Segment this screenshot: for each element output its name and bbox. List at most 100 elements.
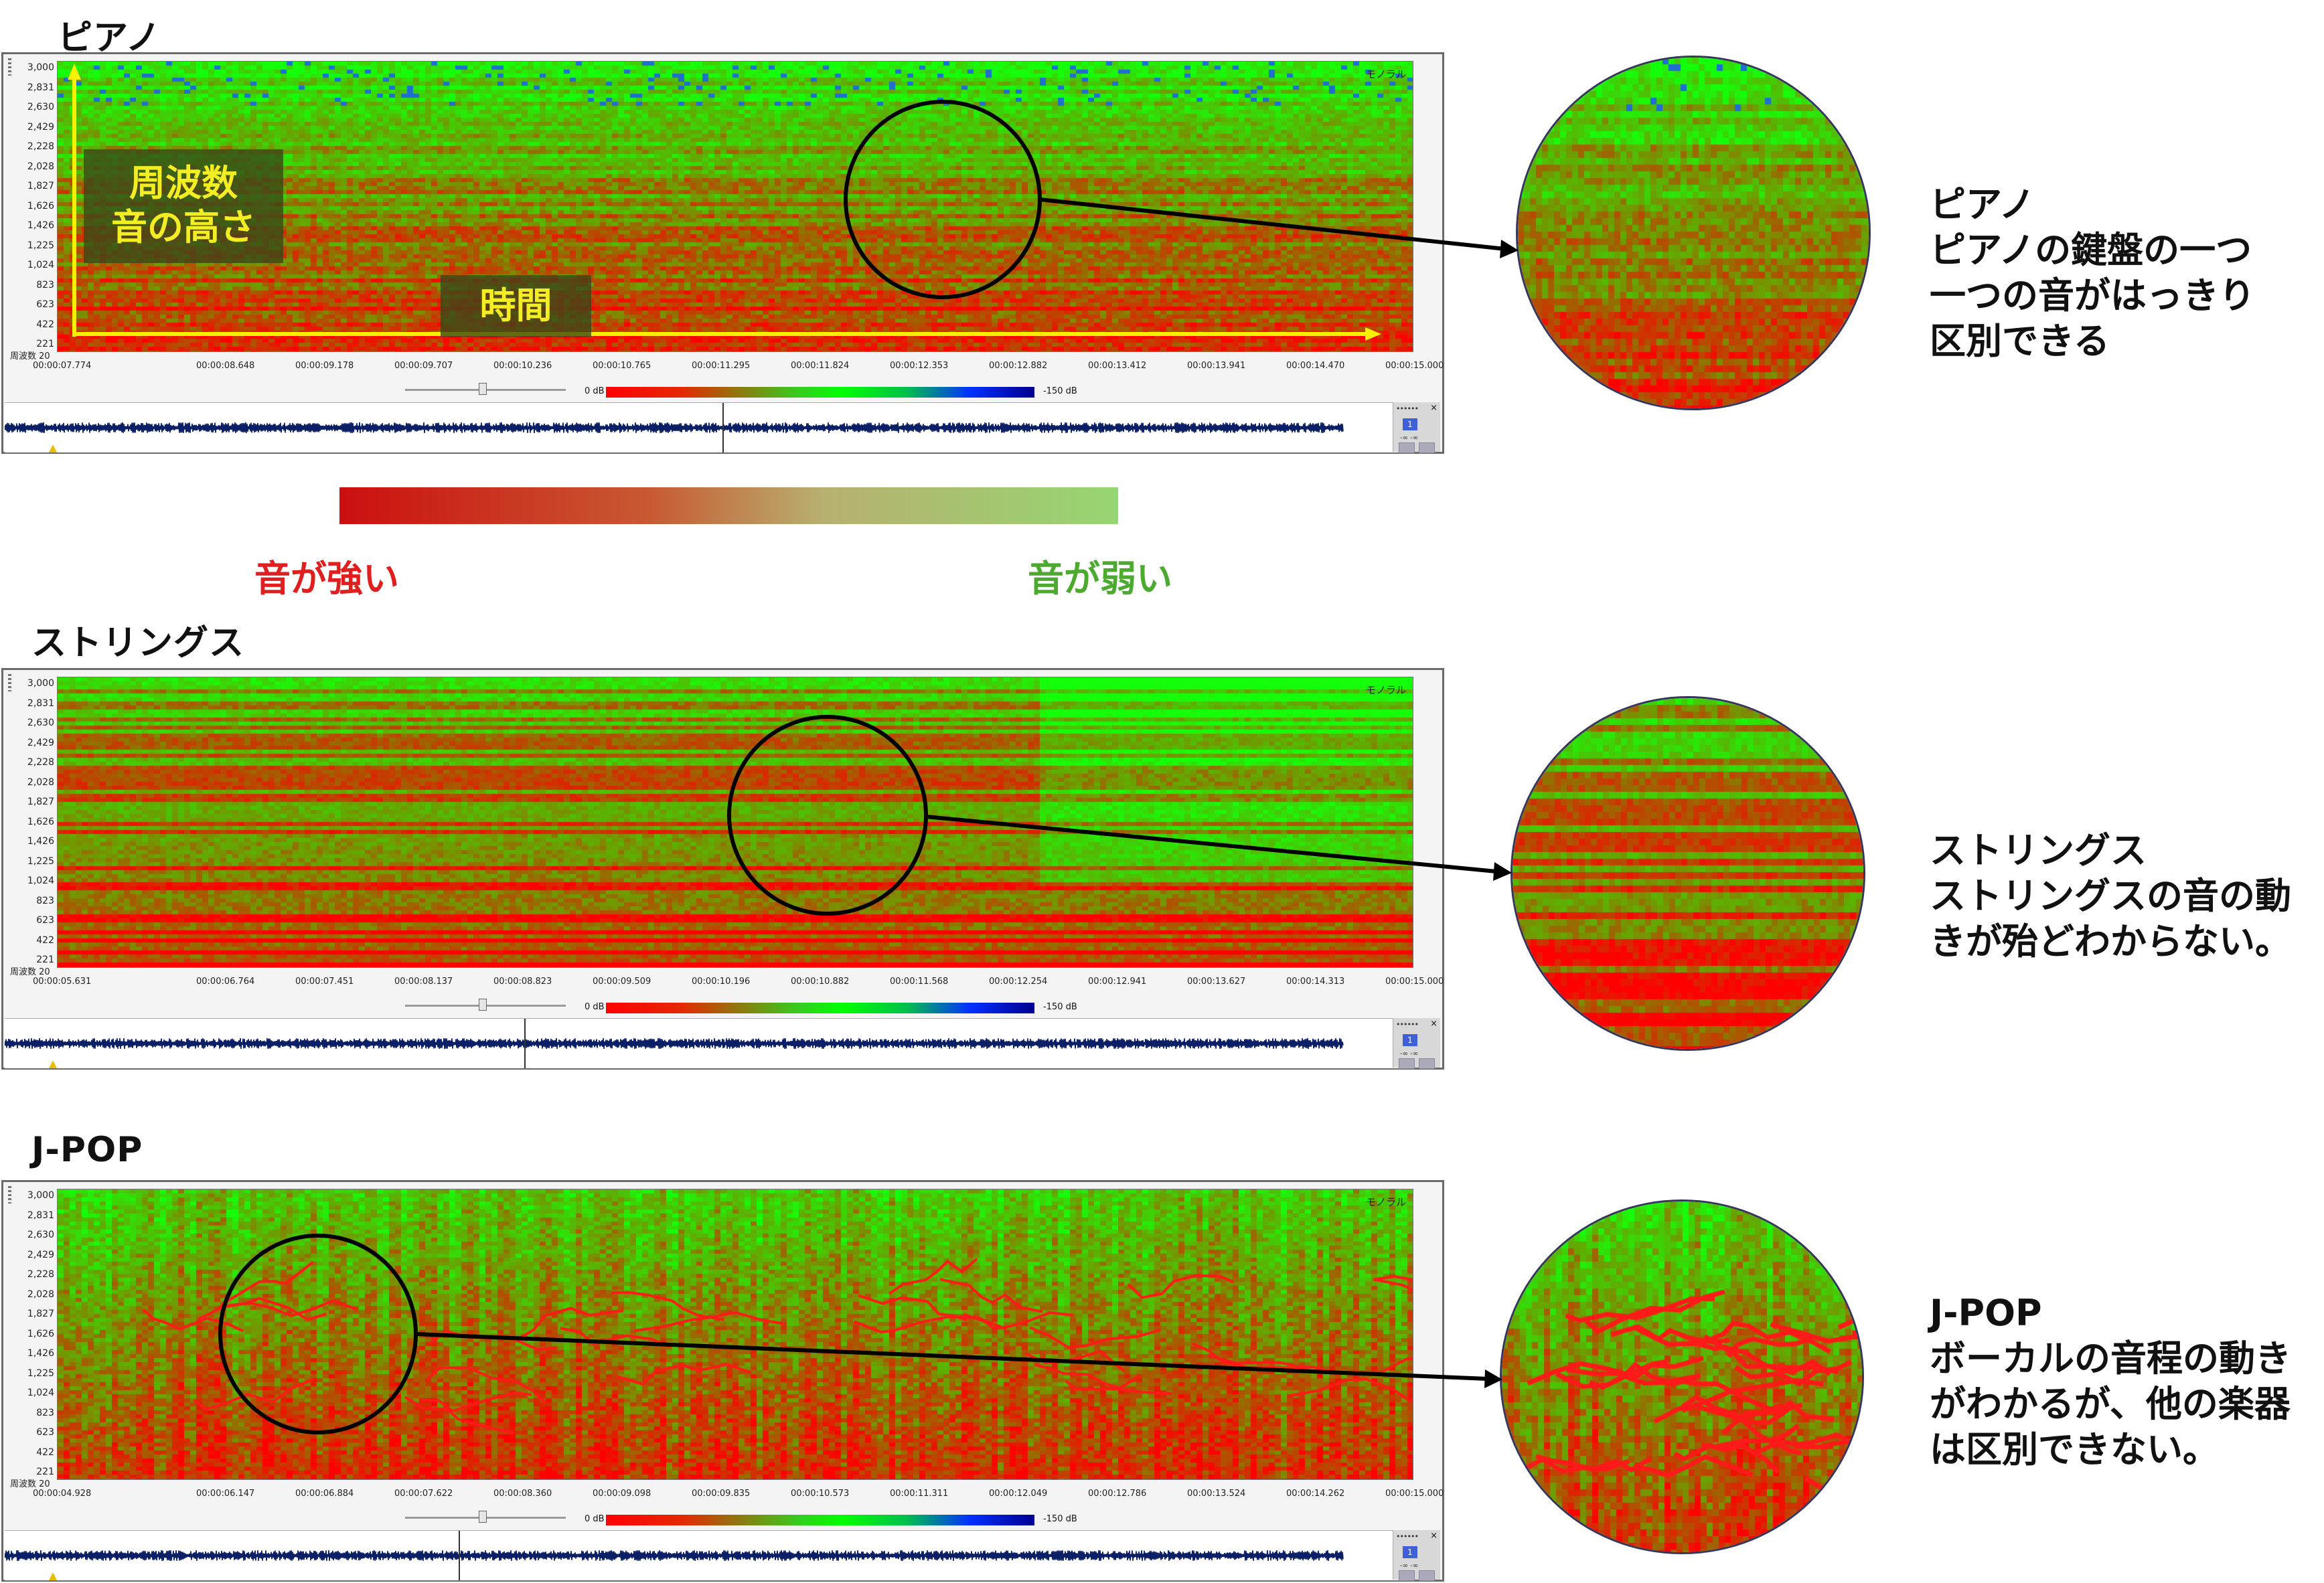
time-tick-label: 00:00:15.000: [1385, 1489, 1444, 1499]
waveform-overview[interactable]: [5, 402, 1401, 452]
level-meter-panel: •••••• × 1 -∞ -∞: [1393, 402, 1440, 453]
channel-button[interactable]: 1: [1403, 418, 1417, 430]
time-tick-label: 00:00:08.360: [493, 1489, 552, 1499]
time-overlay-label: 時間: [441, 275, 591, 337]
y-tick-label: 2,228: [27, 141, 54, 152]
waveform-overview[interactable]: [5, 1530, 1401, 1580]
time-tick-label: 00:00:12.941: [1088, 977, 1147, 987]
section-title-jpop: J-POP: [31, 1130, 143, 1170]
y-tick-label: 623: [36, 915, 54, 926]
spectrogram-canvas[interactable]: [58, 677, 1413, 967]
section-title-piano: ピアノ: [58, 18, 161, 58]
time-tick-label: 00:00:06.764: [196, 977, 255, 987]
meter-right-icon: [1419, 1058, 1435, 1069]
meter-left-icon: [1399, 442, 1415, 453]
y-tick-label: 1,827: [27, 797, 54, 807]
spectral-view-panel-strings: 周波数 20 3,000 2,831 2,630 2,429 2,228 2,028 1,8…: [1, 668, 1444, 1070]
channel-button[interactable]: 1: [1403, 1034, 1417, 1046]
panel-grip-handle[interactable]: [8, 58, 11, 76]
panel-grip-dots[interactable]: ••••••: [1396, 1020, 1419, 1029]
time-tick-label: 00:00:10.196: [692, 977, 751, 987]
y-tick-label: 2,831: [27, 1210, 54, 1221]
zoom-slider-handle[interactable]: [479, 1511, 487, 1523]
mono-channel-label: モノラル: [1365, 68, 1406, 80]
time-tick-label: 00:00:11.568: [890, 977, 949, 987]
time-tick-label: 00:00:07.622: [394, 1489, 453, 1499]
time-tick-label: 00:00:14.262: [1286, 1489, 1345, 1499]
play-start-marker[interactable]: [49, 444, 57, 452]
y-tick-label: 2,028: [27, 776, 54, 788]
panel-grip-dots[interactable]: ••••••: [1396, 404, 1419, 413]
spectrogram[interactable]: モノラル: [57, 1189, 1413, 1480]
description-strings: ストリングス ストリングスの音の動 きが殆どわからない。: [1930, 828, 2291, 965]
playhead-cursor[interactable]: [459, 1531, 460, 1580]
time-tick-label: 00:00:06.147: [196, 1489, 255, 1499]
y-tick-label: 422: [36, 934, 54, 946]
y-tick-label: 2,630: [27, 1230, 54, 1240]
y-tick-label: 1,225: [27, 855, 54, 867]
waveform-path: [5, 1037, 1344, 1050]
db-high-label: 0 dB: [585, 386, 605, 396]
channel-button[interactable]: 1: [1403, 1546, 1417, 1558]
y-tick-label: 623: [36, 1427, 54, 1438]
close-icon[interactable]: ×: [1430, 403, 1438, 413]
db-low-label: -150 dB: [1043, 1514, 1077, 1524]
playhead-cursor[interactable]: [524, 1019, 526, 1068]
zoom-slider-handle[interactable]: [479, 383, 487, 395]
close-icon[interactable]: ×: [1430, 1019, 1438, 1029]
playhead-cursor[interactable]: [722, 403, 724, 452]
play-start-marker[interactable]: [49, 1060, 57, 1068]
meter-left-icon: [1399, 1570, 1415, 1581]
y-tick-label: 221: [36, 339, 54, 349]
waveform-svg: [5, 1037, 1344, 1050]
time-tick-label: 00:00:08.137: [394, 977, 453, 987]
y-tick-label: 1,426: [27, 836, 54, 847]
time-tick-label: 00:00:06.884: [295, 1489, 354, 1499]
time-tick-label: 00:00:12.882: [989, 361, 1048, 371]
y-tick-label: 823: [36, 279, 54, 290]
spectral-view-panel-piano: 周波数 20 3,000 2,831 2,630 2,429 2,228 2,028 1,8…: [1, 52, 1444, 454]
db-color-scale: [606, 387, 1034, 398]
y-tick-label: 1,426: [27, 220, 54, 231]
time-tick-label: 00:00:13.627: [1187, 977, 1246, 987]
time-tick-label: 00:00:07.451: [295, 977, 354, 987]
level-meter-panel: •••••• × 1 -∞ -∞: [1393, 1530, 1440, 1581]
callout-arrowhead-strings: [1493, 862, 1512, 881]
spectrogram-canvas[interactable]: [58, 1189, 1413, 1479]
play-start-marker[interactable]: [49, 1572, 57, 1580]
y-tick-label: 1,827: [27, 1309, 54, 1319]
db-low-label: -150 dB: [1043, 1002, 1077, 1012]
y-tick-label: 1,225: [27, 240, 54, 251]
time-tick-label: 00:00:08.823: [493, 977, 552, 987]
y-tick-label: 3,000: [27, 62, 54, 73]
description-jpop: J-POP ボーカルの音程の動き がわかるが、他の楽器 は区別できない。: [1930, 1290, 2291, 1473]
y-tick-label: 823: [36, 1407, 54, 1418]
time-tick-label: 00:00:09.707: [394, 361, 453, 371]
panel-grip-handle[interactable]: [8, 1186, 11, 1203]
time-arrow-head: [1365, 327, 1381, 341]
panel-grip-dots[interactable]: ••••••: [1396, 1532, 1419, 1541]
spectrogram[interactable]: モノラル: [57, 677, 1413, 968]
panel-grip-handle[interactable]: [8, 674, 11, 691]
y-tick-label: 1,426: [27, 1348, 54, 1359]
spectral-view-panel-jpop: 周波数 20 3,000 2,831 2,630 2,429 2,228 2,028 1,8…: [1, 1180, 1444, 1582]
waveform-svg: [5, 422, 1344, 434]
db-color-scale: [606, 1515, 1034, 1525]
close-icon[interactable]: ×: [1430, 1531, 1438, 1541]
time-start-label: 00:00:04.928: [33, 1489, 92, 1499]
zoom-slider-handle[interactable]: [479, 999, 487, 1011]
y-tick-label: 2,228: [27, 757, 54, 768]
time-tick-label: 00:00:08.648: [196, 361, 255, 371]
waveform-overview[interactable]: [5, 1018, 1401, 1068]
y-tick-label: 3,000: [27, 678, 54, 689]
y-tick-label: 2,831: [27, 82, 54, 93]
y-tick-label: 422: [36, 319, 54, 330]
description-line: ボーカルの音程の動き: [1930, 1337, 2291, 1380]
zoom-detail-canvas: [1518, 58, 1869, 408]
time-tick-label: 00:00:09.509: [593, 977, 651, 987]
waveform-path: [5, 1550, 1344, 1562]
meter-db-readout: -∞ -∞: [1400, 1562, 1419, 1570]
y-tick-label: 623: [36, 299, 54, 310]
y-tick-label: 1,827: [27, 181, 54, 191]
y-tick-label: 1,626: [27, 816, 54, 827]
